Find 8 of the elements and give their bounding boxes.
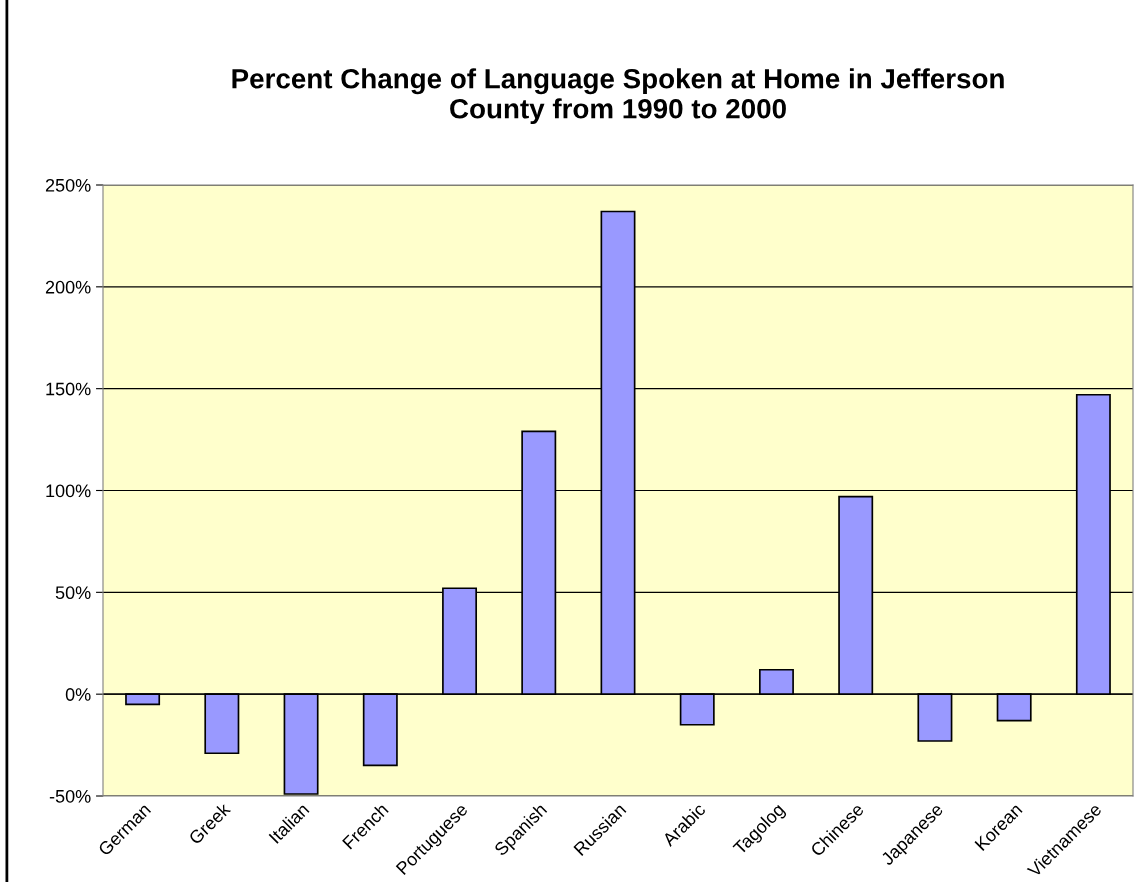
y-tick-label: 200% — [45, 280, 91, 294]
y-tick-label: 250% — [45, 178, 91, 192]
y-tick-label: 100% — [46, 484, 91, 498]
y-tick-label: -50% — [49, 789, 91, 803]
y-tick-label: 150% — [46, 382, 91, 396]
y-tick-label: 50% — [55, 586, 91, 600]
y-tick-label: 0% — [65, 688, 91, 701]
chart-title: Percent Change of Language Spoken at Home in Jefferson County from 1990 to 2000 — [232, 68, 1004, 125]
